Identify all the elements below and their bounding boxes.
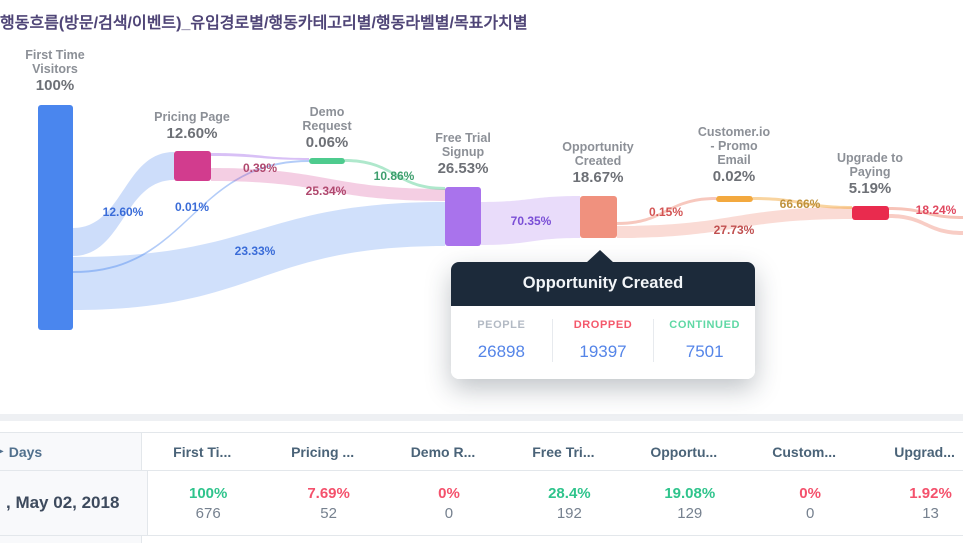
days-header-label: Days [8,443,43,460]
node-demo-request[interactable] [309,158,345,164]
table-top-divider [0,414,963,421]
cell-count: 129 [677,504,703,522]
table-row[interactable]: , May 02, 2018 100% 676 7.69% 52 0% 0 28.4% 192… [0,471,963,536]
table-row-cells: 100% 676 7.69% 52 0% 0 28.4% 192 19.08% 129 0% 0 1.9… [148,471,963,535]
row-cell-2[interactable]: 0% 0 [389,471,509,535]
tooltip-stat-dropped: DROPPED 19397 [551,319,654,362]
tooltip-stat-continued: CONTINUED 7501 [653,319,755,362]
flow-first-time-visitors-to-free-trial-signup[interactable] [73,202,445,310]
flow-first-time-visitors-to-demo-request[interactable] [73,160,309,273]
tooltip-stat-people-label: PEOPLE [477,319,526,331]
column-header-6[interactable]: Upgrad... [894,443,955,460]
row-cell-1[interactable]: 7.69% 52 [268,471,388,535]
page-title: 행동흐름(방문/검색/이벤트)_유입경로별/행동카테고리별/행동라벨별/목표가치… [0,15,528,32]
tooltip-stat-dropped-value: 19397 [579,342,627,361]
cell-percent: 19.08% [664,484,716,502]
column-header-4[interactable]: Opportu... [650,443,718,460]
table-next-row-date-cell [0,536,142,543]
cell-count: 676 [195,504,221,522]
tooltip-caret-icon [586,250,614,263]
tooltip-stat-continued-label: CONTINUED [669,319,741,331]
cell-percent: 0% [438,484,460,502]
tooltip-stat-people-value: 26898 [477,342,525,361]
flow-first-time-visitors-to-pricing-page[interactable] [73,152,174,256]
flow-pricing-page-to-demo-request[interactable] [211,153,309,160]
row-cell-0[interactable]: 100% 676 [148,471,268,535]
cell-percent: 1.92% [909,484,952,502]
flow-customerio-promo-email-to-upgrade-to-paying[interactable] [753,197,852,209]
node-customerio-promo-email[interactable] [716,196,753,202]
table-header-row: ▶ Days First Ti... Pricing ... Demo R... Fr… [0,432,963,471]
table-next-row-partial [0,536,963,543]
column-header-3[interactable]: Free Tri... [532,443,595,460]
tooltip-stat-continued-value: 7501 [685,342,724,361]
table-next-row-values [142,536,963,543]
row-cell-4[interactable]: 19.08% 129 [630,471,750,535]
row-date-cell[interactable]: , May 02, 2018 [0,471,148,535]
tooltip-stat-dropped-label: DROPPED [573,319,633,331]
column-header-0[interactable]: First Ti... [173,443,232,460]
flow-demo-request-to-free-trial-signup[interactable] [345,159,445,190]
cell-count: 52 [320,504,337,522]
funnel-table: ▶ Days First Ti... Pricing ... Demo R... Fr… [0,414,963,543]
flow-upgrade-to-paying-to-offscreen-drop[interactable] [889,214,963,235]
table-column-headers: First Ti... Pricing ... Demo R... Free Tri.… [142,433,963,470]
cell-percent: 7.69% [307,484,350,502]
flow-upgrade-to-paying-to-offscreen-next[interactable] [889,207,963,219]
flow-pricing-page-to-free-trial-signup[interactable] [211,168,445,201]
column-header-1[interactable]: Pricing ... [291,443,355,460]
flow-opportunity-created-to-customerio-promo-email[interactable] [617,197,716,225]
cell-count: 13 [922,504,939,522]
cell-count: 0 [444,504,454,522]
node-free-trial-signup[interactable] [445,187,481,246]
column-header-days[interactable]: ▶ Days [0,433,142,470]
cell-percent: 100% [189,484,228,502]
cell-percent: 0% [799,484,821,502]
node-opportunity-created[interactable] [580,196,617,238]
column-header-2[interactable]: Demo R... [410,443,476,460]
cell-percent: 28.4% [548,484,591,502]
column-header-5[interactable]: Custom... [772,443,837,460]
row-cell-5[interactable]: 0% 0 [750,471,870,535]
row-cell-3[interactable]: 28.4% 192 [509,471,629,535]
tooltip-title: Opportunity Created [451,262,755,306]
flow-opportunity-created-to-upgrade-to-paying[interactable] [617,207,852,238]
sort-arrow-icon: ▶ [0,446,4,457]
node-upgrade-to-paying[interactable] [852,206,889,220]
tooltip-stat-people: PEOPLE 26898 [451,319,552,362]
node-first-time-visitors[interactable] [38,105,73,330]
node-pricing-page[interactable] [174,151,211,181]
sankey-canvas [38,105,963,330]
flow-free-trial-signup-to-opportunity-created[interactable] [481,196,580,245]
row-cell-6[interactable]: 1.92% 13 [870,471,963,535]
cell-count: 0 [805,504,815,522]
tooltip-body: PEOPLE 26898 DROPPED 19397 CONTINUED 750… [451,306,755,379]
cell-count: 192 [556,504,582,522]
tooltip-opportunity-created: Opportunity Created PEOPLE 26898 DROPPED… [451,250,755,379]
